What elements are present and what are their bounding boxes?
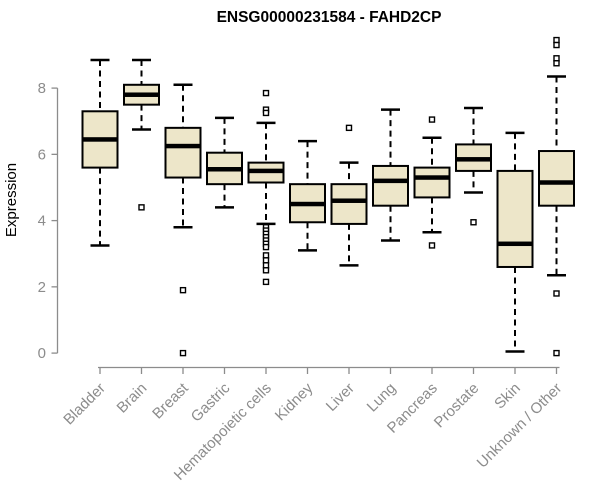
outlier-point	[470, 219, 477, 226]
iqr-box	[164, 126, 202, 179]
median-line	[290, 201, 325, 207]
boxplot-liver	[330, 124, 368, 267]
outlier-point	[262, 109, 270, 117]
outlier-point	[262, 262, 270, 269]
x-tick-label: Breast	[149, 379, 192, 422]
outlier-point	[179, 286, 187, 294]
y-axis: 0 2 4 6 8	[38, 80, 59, 362]
outlier-point	[262, 252, 270, 259]
median-line	[165, 143, 201, 149]
x-tick-label: Brain	[114, 380, 151, 417]
boxplot-lung	[372, 108, 409, 242]
x-tick-label: Kidney	[272, 379, 317, 424]
iqr-box	[413, 166, 451, 199]
outlier-point	[179, 349, 187, 357]
iqr-box	[372, 164, 409, 207]
median-line	[207, 167, 242, 172]
median-line	[331, 198, 367, 203]
outlier-point	[553, 55, 560, 62]
median-line	[414, 175, 450, 180]
outlier-point	[553, 349, 560, 357]
boxplot-breast	[164, 83, 202, 357]
median-line	[539, 180, 574, 185]
iqr-box	[538, 150, 575, 207]
y-tick-label: 6	[38, 146, 46, 163]
iqr-box	[330, 183, 368, 225]
median-line	[456, 157, 491, 162]
chart-title: ENSG00000231584 - FAHD2CP	[217, 9, 442, 26]
y-tick-label: 8	[38, 80, 46, 97]
y-tick-label: 0	[38, 345, 46, 362]
boxplot-kidney	[289, 139, 326, 252]
outlier-point	[553, 60, 560, 67]
x-tick-label: Skin	[491, 380, 524, 413]
outlier-point	[553, 36, 560, 44]
y-tick-label: 4	[38, 213, 46, 230]
boxplot-hematopoietic-cells	[247, 89, 285, 286]
plot-body: 0 2 4 6 8 Bladder BrainBreastGastricHematopoie…	[38, 36, 575, 484]
x-tick-label: Lung	[364, 380, 400, 416]
y-axis-label: Expression	[3, 163, 20, 237]
y-tick-label: 2	[38, 279, 46, 296]
boxplot-pancreas	[413, 116, 451, 249]
outlier-point	[428, 116, 436, 123]
median-line	[124, 92, 159, 97]
x-tick-label: Prostate	[431, 380, 483, 432]
outlier-point	[138, 204, 145, 211]
x-tick-label: Bladder	[60, 380, 109, 429]
boxplot-bladder	[81, 58, 119, 247]
boxplot-gastric	[206, 116, 243, 209]
iqr-box	[496, 169, 534, 268]
outlier-point	[262, 267, 270, 274]
outlier-point	[553, 290, 560, 297]
outlier-point	[262, 243, 270, 251]
boxplot-brain	[123, 58, 160, 211]
x-tick-label: Liver	[323, 380, 358, 415]
boxplot-prostate	[455, 106, 492, 226]
outlier-point	[262, 278, 270, 286]
outlier-point	[428, 242, 436, 249]
boxplot-unknown-other	[538, 36, 575, 357]
boxplot-skin	[496, 131, 534, 353]
outlier-point	[345, 124, 353, 132]
outlier-point	[262, 89, 270, 97]
median-line	[497, 241, 533, 247]
median-line	[82, 137, 118, 142]
median-line	[373, 178, 408, 184]
median-line	[248, 168, 284, 174]
outlier-point	[553, 41, 560, 49]
outlier-point	[262, 257, 270, 264]
